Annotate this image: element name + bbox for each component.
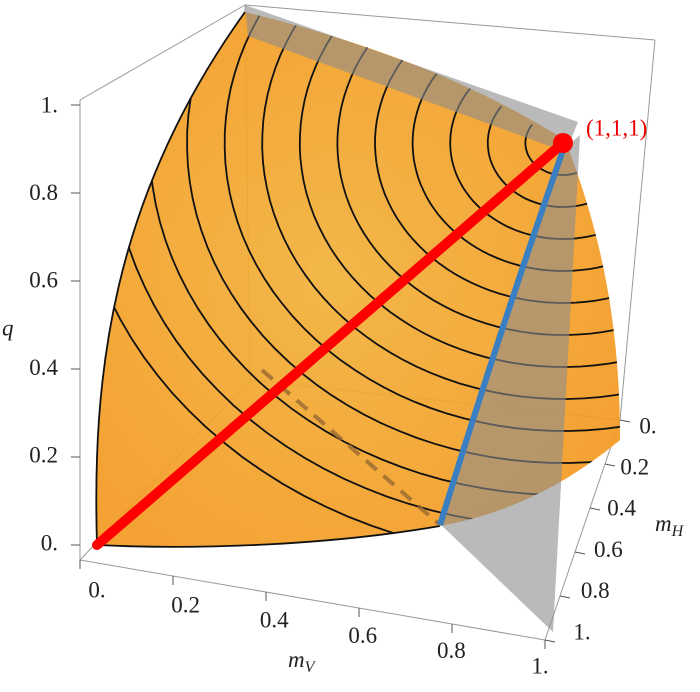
y-tick-label: 0.4	[607, 496, 636, 521]
z-tick-label: 0.6	[29, 267, 58, 292]
surface-edge	[95, 11, 441, 548]
plane	[438, 135, 580, 632]
y-tick-label: 1.	[573, 619, 590, 644]
z-tick-label: 0.	[41, 530, 58, 555]
contour-line	[336, 32, 620, 336]
plane	[245, 5, 578, 152]
blue-curve	[437, 149, 566, 526]
hidden-line	[260, 368, 442, 527]
y-tick	[559, 595, 571, 599]
red-point	[553, 133, 573, 153]
x-tick-label: 1.	[531, 653, 548, 678]
y-tick-label: 0.2	[620, 454, 649, 479]
y-tick-label: 0.	[639, 413, 656, 438]
x-tick-label: 0.4	[260, 608, 289, 633]
y-tick-label: 0.8	[581, 578, 610, 603]
x-tick-label: 0.8	[437, 638, 466, 663]
x-axis-label-sub: V	[305, 659, 317, 676]
contour-line	[261, 12, 620, 400]
x-axis-label-base: m	[288, 647, 305, 672]
contour-line	[298, 13, 620, 368]
z-tick-label: 0.8	[29, 180, 58, 205]
z-tick-label: 1.	[41, 92, 58, 117]
x-tick-label: 0.6	[348, 623, 377, 648]
x-tick-label: 0.2	[171, 592, 200, 617]
y-tick	[544, 639, 556, 643]
y-axis-label-base: m	[655, 511, 672, 536]
y-tick	[604, 463, 616, 467]
y-tick	[619, 419, 631, 423]
z-tick-label: 0.4	[29, 355, 58, 380]
annotation: (1,1,1)	[586, 115, 647, 140]
red-line	[92, 138, 568, 550]
y-axis-label-sub: H	[671, 523, 685, 540]
contour-line	[374, 50, 620, 304]
x-tick-label: 0.	[88, 577, 105, 602]
contour-line	[223, 12, 620, 432]
y-tick	[589, 507, 601, 511]
y-tick	[574, 551, 586, 555]
z-tick-label: 0.2	[29, 443, 58, 468]
y-tick-label: 0.6	[594, 537, 623, 562]
z-axis-label: q	[2, 315, 14, 340]
contour-line	[96, 12, 620, 547]
x-axis-label: mV	[288, 647, 317, 675]
y-axis-label: mH	[655, 511, 685, 539]
